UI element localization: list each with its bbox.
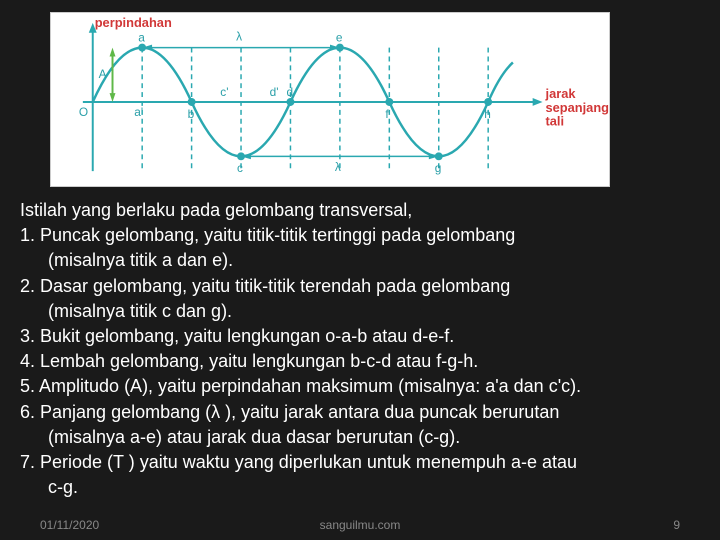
amplitude-label: A [99, 67, 107, 81]
text-item2a: 2. Dasar gelombang, yaitu titik-titik te… [20, 274, 700, 299]
point-g: g [435, 161, 442, 175]
point-b: b [188, 107, 195, 121]
text-item7b: c-g. [20, 475, 700, 500]
text-item1a: 1. Puncak gelombang, yaitu titik-titik t… [20, 223, 700, 248]
x-axis-label-2: sepanjang [546, 100, 609, 115]
origin-label: O [79, 105, 88, 119]
wave-diagram: perpindahan jarak sepanjang tali O λ λ A [50, 12, 610, 187]
slide-text: Istilah yang berlaku pada gelombang tran… [20, 198, 700, 500]
point-c: c [237, 161, 243, 175]
point-c-prime: c' [220, 85, 228, 99]
point-a-prime: a' [134, 105, 143, 119]
wave-svg: perpindahan jarak sepanjang tali O λ λ A [51, 13, 609, 186]
text-item7a: 7. Periode (T ) yaitu waktu yang diperlu… [20, 450, 700, 475]
point-d: d [287, 85, 294, 99]
text-item6b: (misalnya a-e) atau jarak dua dasar beru… [20, 425, 700, 450]
text-item6a: 6. Panjang gelombang (λ ), yaitu jarak a… [20, 400, 700, 425]
x-axis-label-1: jarak [545, 86, 577, 101]
point-e: e [336, 31, 343, 45]
footer-date: 01/11/2020 [40, 518, 99, 532]
y-axis-label: perpindahan [95, 15, 172, 30]
lambda-top: λ [236, 30, 242, 44]
point-d-prime: d' [270, 85, 279, 99]
point-h: h [484, 107, 491, 121]
footer-page: 9 [673, 518, 680, 532]
text-item1b: (misalnya titik a dan e). [20, 248, 700, 273]
text-item2b: (misalnya titik c dan g). [20, 299, 700, 324]
text-item4: 4. Lembah gelombang, yaitu lengkungan b-… [20, 349, 700, 374]
text-item3: 3. Bukit gelombang, yaitu lengkungan o-a… [20, 324, 700, 349]
text-title: Istilah yang berlaku pada gelombang tran… [20, 198, 700, 223]
footer-source: sanguilmu.com [320, 518, 401, 532]
point-a: a [138, 31, 145, 45]
x-axis-label-3: tali [546, 114, 565, 129]
slide-footer: 01/11/2020 sanguilmu.com 9 [0, 518, 720, 532]
text-item5: 5. Amplitudo (A), yaitu perpindahan maks… [20, 374, 700, 399]
lambda-bottom: λ [335, 160, 341, 174]
